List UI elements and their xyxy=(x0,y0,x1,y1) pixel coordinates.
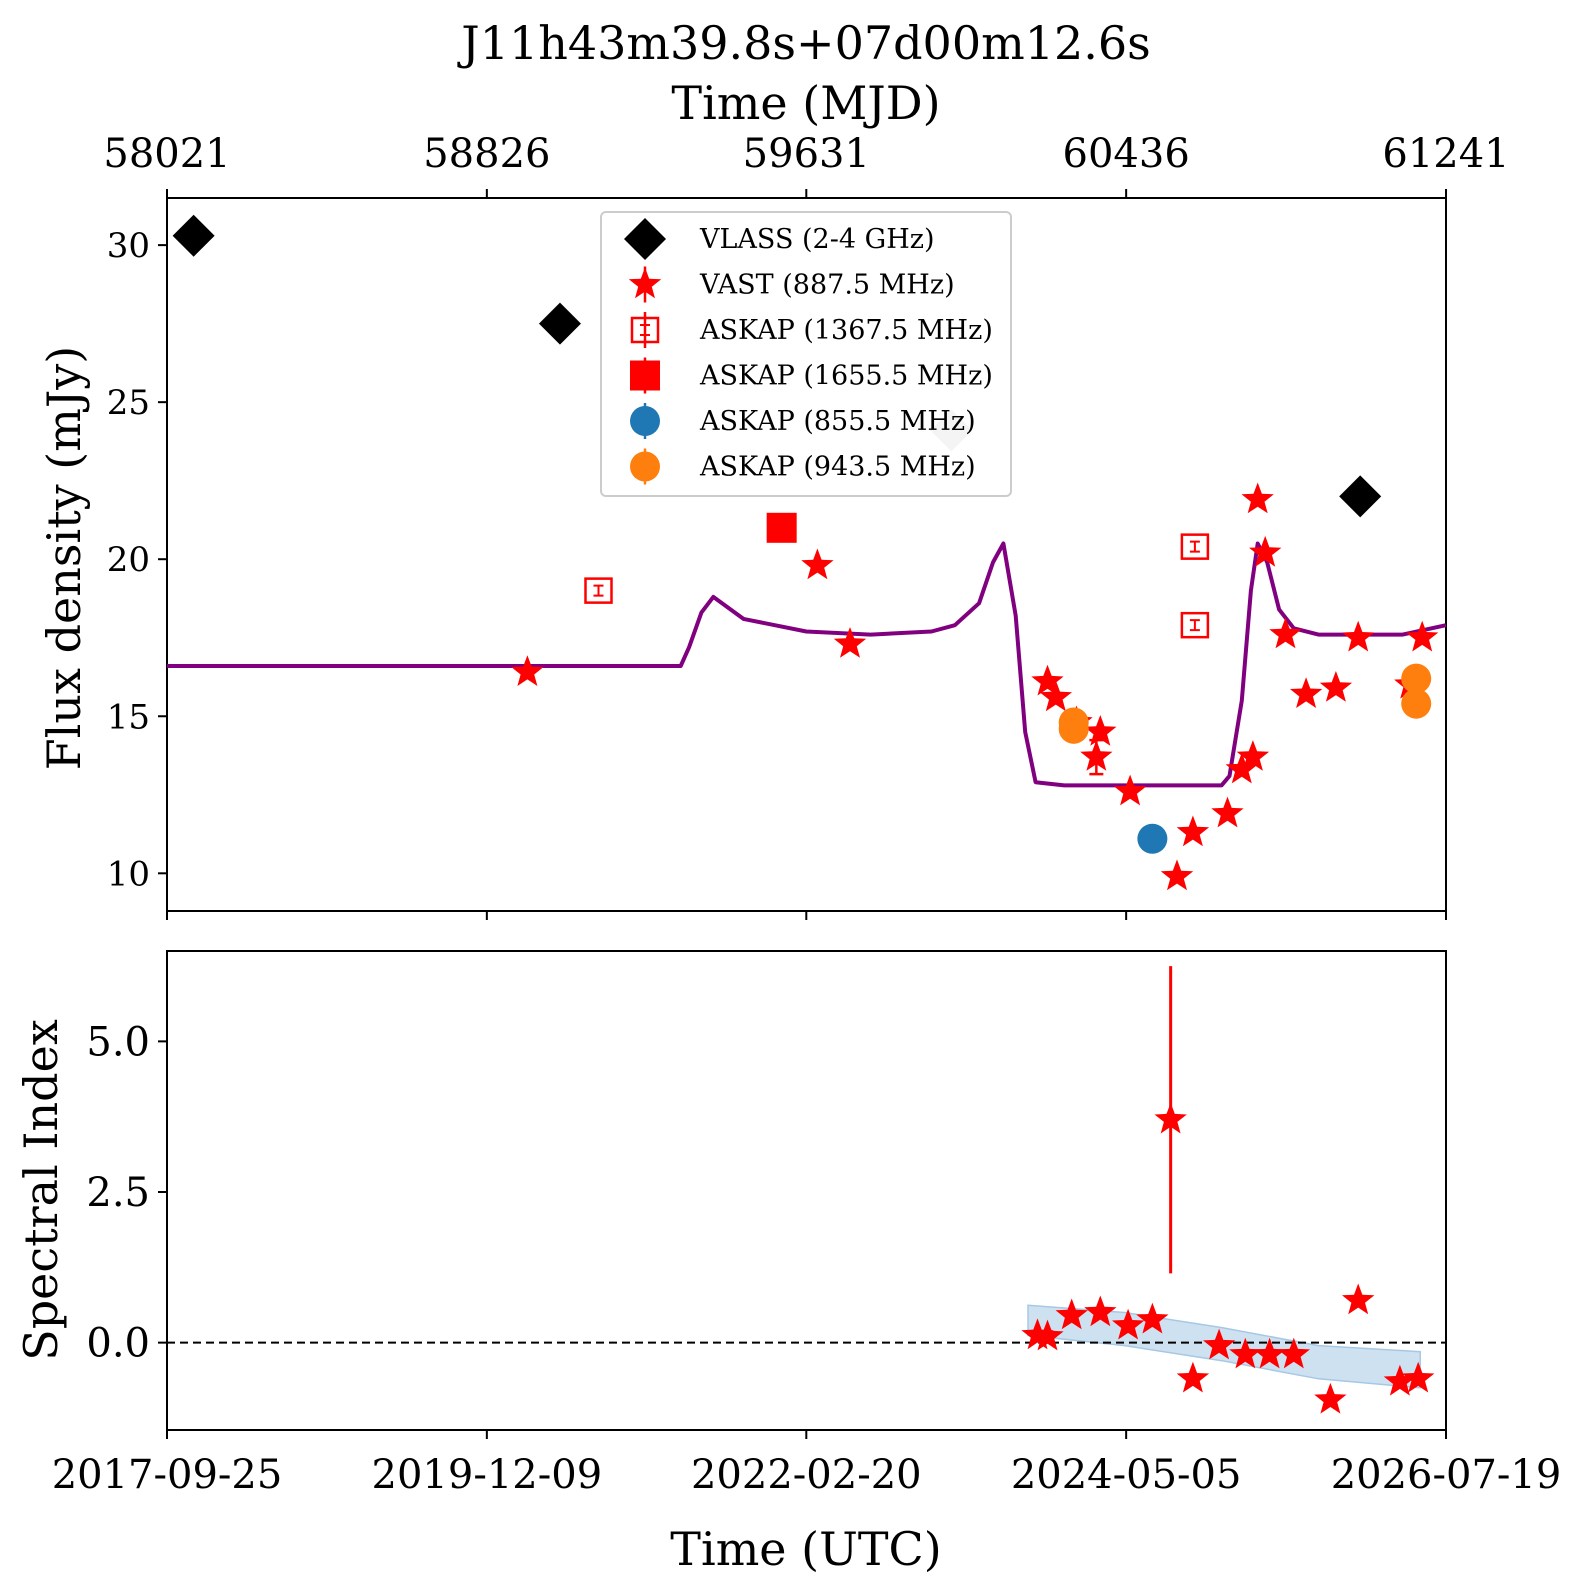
spectral-index-panel: 2017-09-25 2019-12-09 2022-02-20 2024-05-05… xyxy=(52,950,1562,1498)
legend-entry: ASKAP (855.5 MHz) xyxy=(699,406,976,437)
spectral-index-point xyxy=(1154,1102,1187,1134)
legend-marker-square xyxy=(630,360,660,391)
data-point-star xyxy=(1225,752,1258,784)
data-point-open-square xyxy=(1180,533,1210,560)
mjd-tick-label: 58826 xyxy=(423,131,550,177)
spectral-index-point xyxy=(1253,1337,1286,1369)
date-tick-label: 2017-09-25 xyxy=(52,1452,283,1498)
spectral-index-point xyxy=(1277,1337,1310,1369)
date-tick-label: 2019-12-09 xyxy=(372,1452,603,1498)
data-point-star xyxy=(833,627,867,658)
date-tick-label: 2022-02-20 xyxy=(691,1452,922,1498)
data-point-star xyxy=(1176,815,1210,847)
data-point-open-square xyxy=(1180,611,1210,639)
legend-entry: ASKAP (1367.5 MHz) xyxy=(699,315,993,346)
legend-marker-open-square xyxy=(630,316,660,344)
legend-entry: VLASS (2-4 GHz) xyxy=(699,224,935,255)
x-axis-label: Time (UTC) xyxy=(670,1522,941,1576)
data-point-star xyxy=(1406,620,1439,652)
legend-marker-star xyxy=(628,267,662,299)
data-point-open-square xyxy=(584,577,613,604)
spectral-index-point xyxy=(1229,1337,1262,1369)
data-point-star xyxy=(1039,680,1072,712)
data-point-diamond xyxy=(538,302,581,345)
legend-marker-circle xyxy=(630,451,660,482)
data-point-circle xyxy=(1137,823,1168,854)
data-point-star xyxy=(1249,535,1282,567)
data-point-open-square-box xyxy=(584,577,613,604)
data-point-open-square-box xyxy=(1180,611,1210,639)
chart-title: J11h43m39.8s+07d00m12.6s xyxy=(457,16,1150,70)
date-tick-label: 2026-07-19 xyxy=(1331,1452,1562,1498)
flux-y-tick-label: 10 xyxy=(107,854,150,894)
spectral-y-tick-label: 2.5 xyxy=(86,1170,150,1216)
spectral-index-point xyxy=(1342,1283,1375,1315)
spectral-index-point xyxy=(1031,1319,1064,1351)
data-point-star xyxy=(1084,715,1117,746)
flux-y-tick-label: 20 xyxy=(107,540,150,580)
data-point-star xyxy=(801,548,834,580)
data-point-open-square-errorbar xyxy=(1189,619,1200,632)
data-point-circle xyxy=(1401,688,1432,719)
data-point-star xyxy=(1211,796,1244,828)
data-point-star xyxy=(1160,859,1194,891)
data-point-square xyxy=(766,512,797,543)
data-point-star xyxy=(1342,620,1375,652)
spectral-index-point xyxy=(1136,1302,1169,1334)
legend-marker-diamond xyxy=(624,218,666,260)
model-curve xyxy=(167,541,1447,788)
y-axis-label-spectral-index: Spectral Index xyxy=(14,1019,68,1361)
spectral-y-tick-label: 5.0 xyxy=(86,1019,150,1065)
mjd-tick-label: 60436 xyxy=(1063,131,1190,177)
legend-marker-circle xyxy=(630,406,660,436)
legend-marker-open-square-errorbar xyxy=(640,324,650,336)
mjd-tick-label: 61241 xyxy=(1382,131,1509,177)
legend-entry: ASKAP (943.5 MHz) xyxy=(699,452,976,483)
y-axis-label-flux: Flux density (mJy) xyxy=(37,346,91,770)
spectral-index-point xyxy=(1314,1382,1347,1414)
top-axis-label: Time (MJD) xyxy=(671,76,940,130)
flux-y-tick-label: 30 xyxy=(107,226,150,266)
spectral-index-point xyxy=(1383,1364,1417,1396)
data-point-circle xyxy=(1058,713,1089,744)
legend-entry: VAST (887.5 MHz) xyxy=(699,270,955,301)
data-point-star xyxy=(1080,740,1113,771)
legend-entry: ASKAP (1655.5 MHz) xyxy=(699,361,993,392)
date-tick-label: 2024-05-05 xyxy=(1011,1452,1242,1498)
data-point-diamond xyxy=(172,214,215,257)
data-point-open-square-errorbar xyxy=(1189,540,1200,553)
data-point-open-square-errorbar xyxy=(593,584,604,597)
data-point-star xyxy=(1114,774,1147,806)
flux-y-tick-label: 15 xyxy=(107,697,150,737)
mjd-tick-label: 58021 xyxy=(103,131,230,177)
data-point-diamond xyxy=(1339,475,1382,518)
legend-marker-open-square-box xyxy=(630,316,660,344)
data-point-star xyxy=(1236,740,1270,771)
data-point-star xyxy=(1031,664,1064,696)
spectral-y-tick-label: 0.0 xyxy=(86,1321,150,1367)
data-point-star xyxy=(1269,617,1302,649)
flux-density-panel: 58021 58826 59631 60436 61241 10 15 20 25 30 VLASS… xyxy=(103,131,1510,920)
spectral-index-point xyxy=(1112,1308,1145,1340)
legend-box xyxy=(600,211,1012,497)
data-point-star xyxy=(511,655,544,686)
mjd-tick-label: 59631 xyxy=(743,131,870,177)
spectral-index-point xyxy=(1176,1361,1210,1393)
spectral-index-point xyxy=(1402,1361,1435,1393)
spectral-index-point xyxy=(1203,1328,1236,1360)
data-point-star xyxy=(1241,482,1274,514)
legend: VLASS (2-4 GHz) VAST (887.5 MHz) ASKAP (13… xyxy=(600,211,1012,497)
data-point-star xyxy=(1319,671,1353,702)
spectral-index-point xyxy=(1084,1295,1117,1327)
spectral-index-point xyxy=(1055,1298,1088,1330)
data-point-star xyxy=(1290,677,1323,708)
data-point-open-square-box xyxy=(1180,533,1210,560)
flux-y-tick-label: 25 xyxy=(107,383,150,423)
data-point-circle xyxy=(1401,663,1432,694)
